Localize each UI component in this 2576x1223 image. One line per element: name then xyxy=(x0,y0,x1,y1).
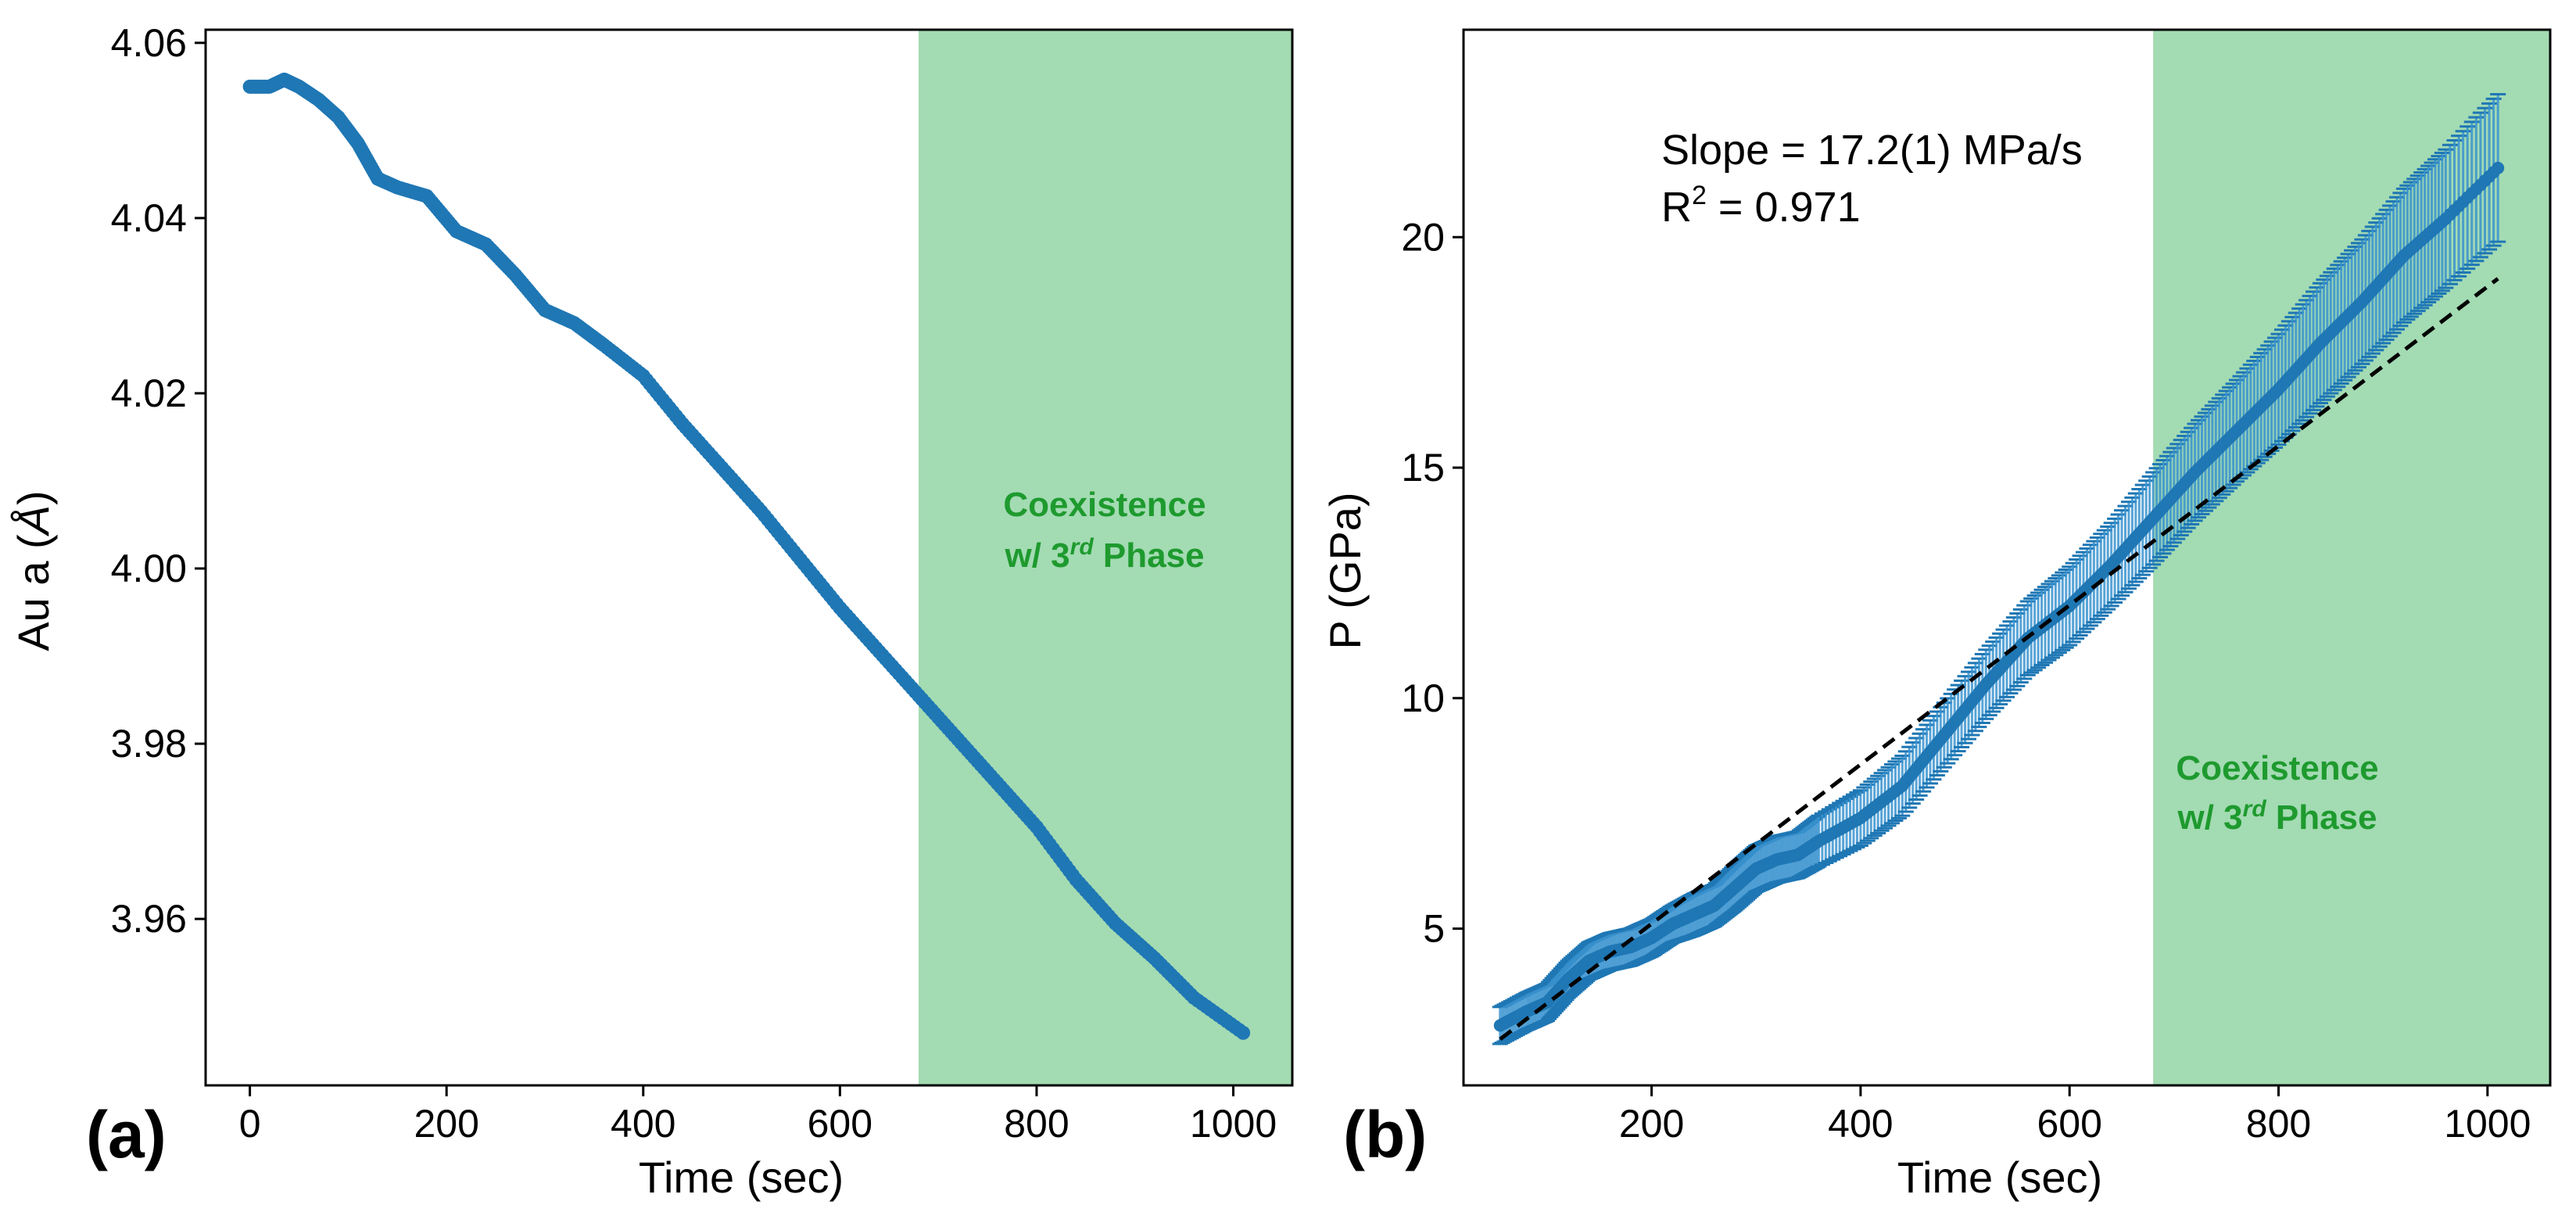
axes-frame-b xyxy=(1462,28,2552,1087)
panel-label-b: (b) xyxy=(1343,1098,1427,1171)
x-axis-label-b: Time (sec) xyxy=(1897,1153,2102,1202)
axes-frame-a xyxy=(204,28,1294,1087)
y-tick-label: 3.96 xyxy=(111,897,187,941)
y-axis-label-a: Au a (Å) xyxy=(9,490,58,651)
chart-b: 5 10 15 20 200 400 600 800 1000 P (GPa) Time (s… xyxy=(1320,28,2552,1202)
y-ticks-a: 3.96 3.98 4.00 4.02 4.04 4.06 xyxy=(111,21,206,941)
r-squared-annotation: R2 = 0.971 xyxy=(1661,181,1861,231)
x-tick-label: 600 xyxy=(2037,1102,2101,1146)
x-tick-label: 400 xyxy=(611,1102,675,1146)
shade-label-a-line1: Coexistence xyxy=(1003,486,1206,524)
axes-b xyxy=(1462,28,2552,1087)
x-ticks-b: 200 400 600 800 1000 xyxy=(1619,1085,2531,1146)
data-point xyxy=(1236,1025,1251,1040)
x-tick-label: 200 xyxy=(414,1102,478,1146)
series-b-points xyxy=(1492,93,2506,1045)
y-tick-label: 3.98 xyxy=(111,722,187,766)
x-ticks-a: 0 200 400 600 800 1000 xyxy=(239,1085,1277,1146)
y-axis-label-b: P (GPa) xyxy=(1320,492,1370,649)
slope-annotation: Slope = 17.2(1) MPa/s xyxy=(1661,127,2083,174)
y-tick-label: 4.00 xyxy=(111,547,187,590)
axes-a xyxy=(204,28,1294,1087)
x-axis-label-a: Time (sec) xyxy=(639,1153,844,1202)
y-tick-label: 4.04 xyxy=(111,196,187,240)
coexistence-region-b xyxy=(2153,30,2550,1085)
panel-label-a: (a) xyxy=(86,1098,167,1171)
x-tick-label: 200 xyxy=(1619,1102,1684,1146)
x-tick-label: 400 xyxy=(1828,1102,1893,1146)
y-ticks-b: 5 10 15 20 xyxy=(1401,215,1464,951)
x-tick-label: 0 xyxy=(239,1102,261,1146)
y-tick-label: 15 xyxy=(1401,446,1445,490)
x-tick-label: 600 xyxy=(808,1102,872,1146)
chart-a: 3.96 3.98 4.00 4.02 4.04 4.06 0 200 400 600 800 10… xyxy=(9,21,1294,1202)
shade-label-b-line1: Coexistence xyxy=(2176,749,2378,787)
y-tick-label: 5 xyxy=(1423,907,1445,951)
data-point xyxy=(2492,161,2505,174)
x-tick-label: 1000 xyxy=(1190,1102,1277,1146)
series-a-points xyxy=(242,72,1251,1040)
x-tick-label: 1000 xyxy=(2444,1102,2531,1146)
x-tick-label: 800 xyxy=(1004,1102,1069,1146)
y-tick-label: 10 xyxy=(1401,676,1445,720)
fit-line xyxy=(1499,277,2499,1042)
y-tick-label: 4.06 xyxy=(111,21,187,65)
y-tick-label: 20 xyxy=(1401,215,1445,259)
y-tick-label: 4.02 xyxy=(111,371,187,415)
x-tick-label: 800 xyxy=(2246,1102,2311,1146)
shade-label-a-line2: w/ 3rd Phase xyxy=(1004,534,1204,575)
shade-label-b-line2: w/ 3rd Phase xyxy=(2177,796,2377,837)
